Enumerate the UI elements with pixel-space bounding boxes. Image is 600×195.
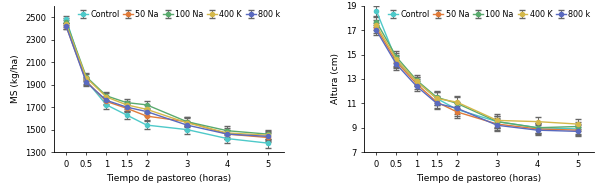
- Legend: Control, 50 Na, 100 Na, 400 K, 800 k: Control, 50 Na, 100 Na, 400 K, 800 k: [386, 8, 592, 21]
- X-axis label: Tiempo de pastoreo (horas): Tiempo de pastoreo (horas): [106, 174, 232, 183]
- Legend: Control, 50 Na, 100 Na, 400 K, 800 k: Control, 50 Na, 100 Na, 400 K, 800 k: [76, 8, 282, 21]
- Y-axis label: MS (kg/ha): MS (kg/ha): [11, 55, 20, 103]
- X-axis label: Tiempo de pastoreo (horas): Tiempo de pastoreo (horas): [416, 174, 542, 183]
- Y-axis label: Altura (cm): Altura (cm): [331, 53, 340, 105]
